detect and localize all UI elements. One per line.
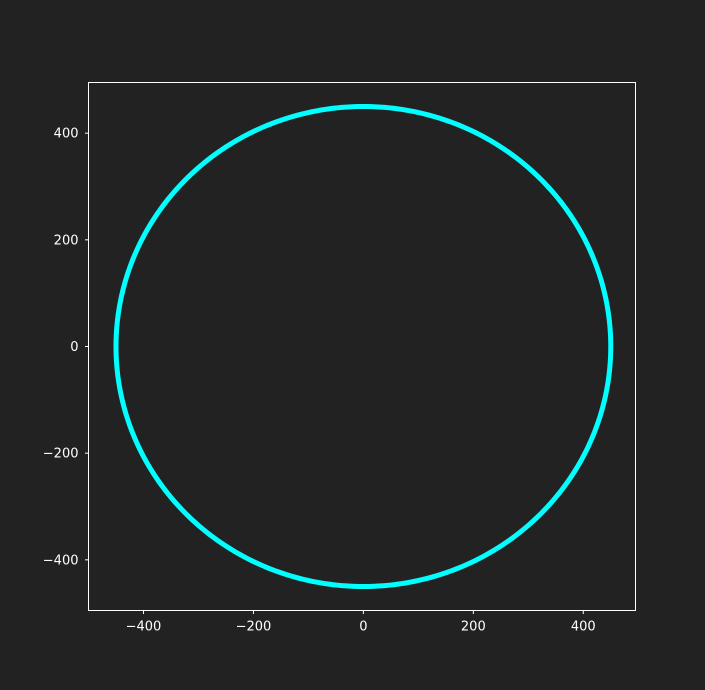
y-axis: −400 −200 0 200 400 — [43, 127, 89, 568]
y-tick-label: −400 — [43, 553, 79, 568]
x-tick-label: 400 — [571, 620, 596, 635]
plot-frame — [88, 82, 636, 611]
y-tick-label: 200 — [54, 233, 79, 248]
y-tick-label: 0 — [70, 340, 78, 355]
x-tick-label: −400 — [126, 620, 162, 635]
x-tick-label: −200 — [236, 620, 272, 635]
x-axis: −400 −200 0 200 400 — [126, 610, 596, 635]
y-tick-label: 400 — [54, 127, 79, 142]
x-tick-label: 0 — [359, 620, 367, 635]
series-line-0 — [113, 104, 614, 589]
y-tick-label: −200 — [43, 447, 79, 462]
x-tick-label: 200 — [461, 620, 486, 635]
series-layer — [113, 104, 614, 589]
